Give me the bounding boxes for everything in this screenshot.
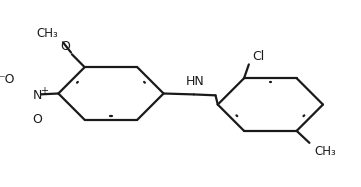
Text: CH₃: CH₃ — [314, 145, 336, 158]
Text: ⁻O: ⁻O — [0, 73, 15, 86]
Text: CH₃: CH₃ — [36, 27, 58, 40]
Text: O: O — [60, 40, 70, 53]
Text: N: N — [32, 89, 42, 102]
Text: Cl: Cl — [252, 50, 264, 63]
Text: HN: HN — [185, 75, 204, 88]
Text: O: O — [32, 113, 42, 126]
Text: +: + — [40, 86, 48, 96]
